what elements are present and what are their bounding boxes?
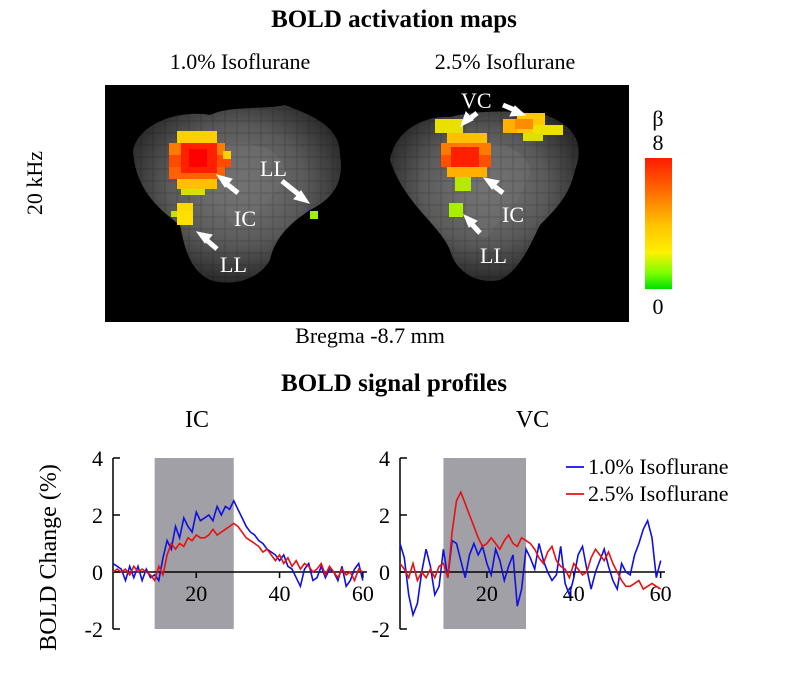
y-tick-label: 4 (379, 446, 390, 471)
y-tick-label: 2 (92, 503, 103, 528)
activation-maps-panel: LL IC LL VC IC LL (105, 85, 629, 322)
left-ic-activation (169, 131, 231, 195)
colorbar-beta-symbol: β (652, 106, 664, 131)
panel-left-label: 1.0% Isoflurane (169, 49, 311, 74)
label-right-vc: VC (461, 88, 492, 113)
profiles-title: BOLD signal profiles (281, 370, 507, 397)
colorbar-max-label: 8 (652, 130, 664, 155)
activation-maps-svg: LL IC LL VC IC LL (105, 85, 629, 322)
annotation-arrows (195, 102, 527, 251)
y-axis-label: BOLD Change (%) (36, 464, 62, 651)
series-line-iso-2-5 (399, 490, 662, 591)
arrow-left-ll-lower-head (195, 231, 213, 244)
left-ll-activation (171, 203, 318, 225)
label-right-ll: LL (480, 243, 507, 268)
series-line-iso-2-5 (112, 522, 364, 583)
label-left-ll-top: LL (260, 156, 287, 181)
arrow-right-vc-head (509, 105, 527, 117)
colorbar (645, 158, 672, 289)
right-brain-slice (367, 85, 629, 322)
x-tick-label: 40 (563, 581, 585, 606)
series-line-iso-1-0 (399, 518, 662, 618)
chart-title: IC (185, 407, 209, 433)
label-right-ic: IC (502, 202, 524, 227)
y-tick-label: 2 (379, 503, 390, 528)
arrow-right-ll-head (463, 214, 478, 228)
y-tick-label: 0 (379, 560, 390, 585)
maps-title: BOLD activation maps (271, 6, 517, 33)
arrow-right-vc2-head (460, 111, 474, 128)
label-left-ic: IC (234, 206, 256, 231)
x-tick-label: 40 (269, 581, 291, 606)
x-tick-label: 60 (650, 581, 672, 606)
y-tick-label: 0 (92, 560, 103, 585)
legend-label: 1.0% Isoflurane (588, 454, 729, 479)
y-tick-label: -2 (85, 617, 103, 642)
y-tick-label: 4 (92, 446, 103, 471)
panel-right-label: 2.5% Isoflurane (434, 49, 576, 74)
x-tick-label: 20 (185, 581, 207, 606)
series-line-iso-1-0 (112, 498, 364, 589)
arrow-left-ll-head (293, 190, 311, 204)
right-vc-activation (503, 113, 563, 141)
chart-title: VC (516, 407, 549, 433)
y-tick-label: -2 (372, 617, 390, 642)
label-left-ll-bottom: LL (220, 252, 247, 277)
arrow-right-ic-head (482, 177, 500, 190)
right-ic-activation (435, 119, 491, 217)
arrow-left-ic-head (215, 174, 233, 188)
x-tick-label: 60 (352, 581, 374, 606)
x-tick-label: 20 (476, 581, 498, 606)
legend-label: 2.5% Isoflurane (588, 481, 729, 506)
bregma-label: Bregma -8.7 mm (295, 323, 445, 348)
chart-ic: -2 0 2 4 20 40 60 IC BOLD Change (%) (36, 407, 374, 651)
colorbar-min-label: 0 (652, 294, 664, 319)
